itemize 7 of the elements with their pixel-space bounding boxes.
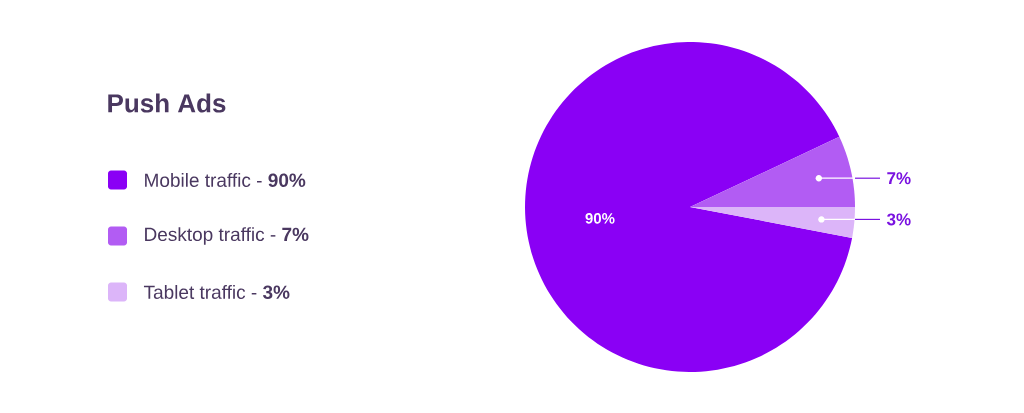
text: Push Ads [108,93,226,113]
legend-label: Tablet traffic - 3% [143,285,290,299]
data-label: 90% [585,213,615,224]
data-label: 7% [887,172,911,185]
legend-label: Desktop traffic - 7% [145,227,309,245]
data-label: 3% [886,213,911,226]
legend-label: Mobile traffic - 90% [145,173,306,187]
